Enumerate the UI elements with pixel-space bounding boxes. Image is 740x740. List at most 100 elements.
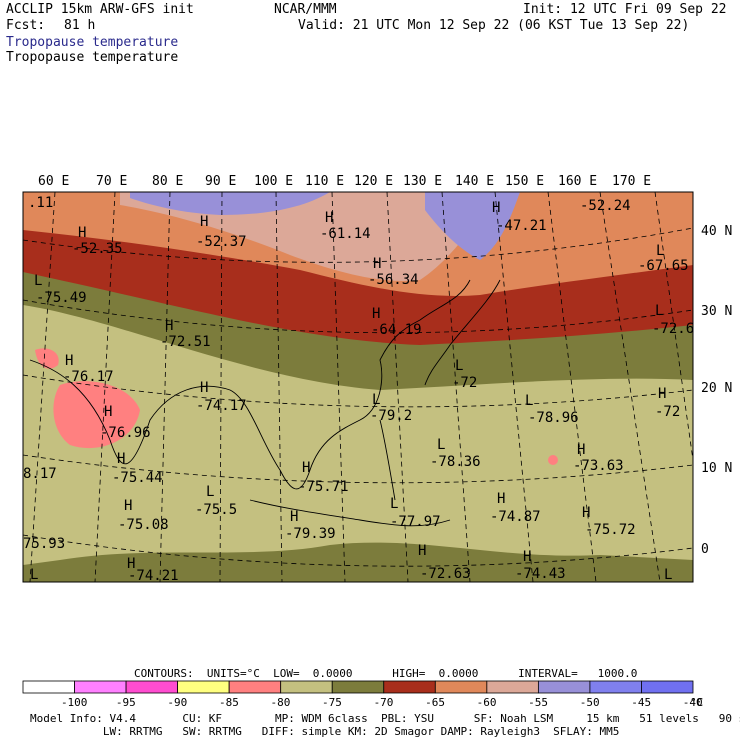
extrema-mark: H xyxy=(302,460,310,476)
extrema-value: -67.65 xyxy=(638,258,689,274)
extrema-value: -78.96 xyxy=(528,410,579,426)
model-info-line1: Model Info: V4.4 CU: KF MP: WDM 6class P… xyxy=(30,712,740,725)
lat-labels: 40 N 30 N 20 N 10 N 0 xyxy=(701,224,732,557)
colorbar-swatch xyxy=(125,680,179,694)
extrema-mark: L xyxy=(455,358,463,374)
extrema-value: -52.37 xyxy=(196,234,247,250)
lon-label: 160 E xyxy=(558,174,597,189)
colorbar-tick-label: -60 xyxy=(476,696,497,709)
graticule xyxy=(23,192,693,582)
colorbar-unit: °C xyxy=(690,696,704,709)
extrema-mark: H xyxy=(78,225,86,241)
colorbar-swatch xyxy=(228,680,282,694)
band-dark-red xyxy=(23,228,693,345)
colorbar-tick-label: -50 xyxy=(579,696,600,709)
colorbar-swatch xyxy=(589,680,642,694)
lon-label: 140 E xyxy=(455,174,494,189)
patch-light-red-dot xyxy=(548,455,558,465)
extrema-mark: H xyxy=(373,256,381,272)
extrema-mark: H xyxy=(65,353,73,369)
extrema-mark: H xyxy=(290,509,298,525)
extrema-mark-extra: H xyxy=(127,556,135,572)
colorbar-tick-label: -95 xyxy=(115,696,136,709)
extrema-value: -52.24 xyxy=(580,198,631,214)
extrema-mark: H xyxy=(325,210,333,226)
band-lavender-east xyxy=(425,192,520,260)
colorbar-swatch xyxy=(74,680,127,694)
extrema-mark: H xyxy=(418,543,426,559)
extrema-mark: H xyxy=(577,442,585,458)
extrema-value: 8.17 xyxy=(23,466,57,482)
colorbar-swatch xyxy=(641,680,694,694)
extrema-value: -75.5 xyxy=(195,502,237,518)
extrema-mark: H xyxy=(497,491,505,507)
extrema-value: -72 xyxy=(655,404,680,420)
colorbar-swatch xyxy=(486,680,539,694)
extrema-value: -75.72 xyxy=(585,522,636,538)
extrema-value: -72.51 xyxy=(160,334,211,350)
fcst-value: 81 h xyxy=(64,18,96,33)
model-info-line2: LW: RRTMG SW: RRTMG DIFF: simple KM: 2D … xyxy=(30,725,620,738)
contour-info: CONTOURS: UNITS=°C LOW= 0.0000 HIGH= 0.0… xyxy=(134,667,638,680)
lon-label: 110 E xyxy=(305,174,344,189)
extrema-mark-extra: L xyxy=(30,567,38,583)
colorbar-tick-label: -70 xyxy=(373,696,394,709)
extrema-mark: H xyxy=(200,214,208,230)
colorbar-tick-label: -75 xyxy=(322,696,342,709)
extrema-value: -76.96 xyxy=(100,425,151,441)
extrema-value: -52.35 xyxy=(72,241,123,257)
colorbar-swatch xyxy=(280,680,333,694)
colorbar-swatch xyxy=(434,680,488,694)
extrema-mark: H xyxy=(124,498,132,514)
colorbar xyxy=(22,680,694,694)
extrema-mark: L xyxy=(206,484,214,500)
extrema-mark: L xyxy=(656,243,664,259)
coastlines xyxy=(29,279,501,527)
extrema-value: -74.87 xyxy=(490,509,541,525)
lon-label: 150 E xyxy=(505,174,544,189)
center-title: NCAR/MMM xyxy=(274,2,337,17)
colorbar-swatch xyxy=(22,680,75,694)
extrema-mark: L xyxy=(437,437,445,453)
band-lavender xyxy=(130,192,330,215)
lat-label: 20 N xyxy=(701,381,732,396)
colorbar-tick-label: -55 xyxy=(528,696,549,709)
extrema-mark: L xyxy=(390,496,398,512)
lon-label: 80 E xyxy=(152,174,183,189)
lon-label: 120 E xyxy=(354,174,393,189)
extrema-value: -74.21 xyxy=(128,568,179,584)
lon-label: 100 E xyxy=(254,174,293,189)
valid-time: Valid: 21 UTC Mon 12 Sep 22 (06 KST Tue … xyxy=(298,18,690,33)
lon-labels: 60 E 70 E 80 E 90 E 100 E 110 E 120 E 13… xyxy=(38,174,651,189)
extrema-mark-extra: L xyxy=(664,567,672,583)
extrema-mark: H xyxy=(582,505,590,521)
extrema-mark: H xyxy=(104,404,112,420)
extrema-value: -72.63 xyxy=(420,566,471,582)
patch-light-red-small xyxy=(35,348,59,369)
extrema-value: .11 xyxy=(28,195,53,211)
extrema-mark: H xyxy=(117,451,125,467)
extrema-value: -72 xyxy=(452,375,477,391)
map-frame xyxy=(22,191,694,583)
colorbar-tick-label: -65 xyxy=(425,696,445,709)
extrema-value: -74.43 xyxy=(515,566,566,582)
colorbar-tick-label: -40 xyxy=(682,696,703,709)
extrema-mark: H xyxy=(492,200,500,216)
extrema-mark: L xyxy=(372,392,380,408)
extrema-labels: H -52.35 H -52.37 H -61.14 H -47.21 -52.… xyxy=(23,195,694,584)
fcst-label: Fcst: xyxy=(6,18,46,33)
field-title-contour: Tropopause temperature xyxy=(6,50,179,65)
extrema-value: -73.63 xyxy=(573,458,624,474)
extrema-mark: L xyxy=(655,303,663,319)
colorbar-swatch xyxy=(537,680,591,694)
extrema-value: -79.39 xyxy=(285,526,336,542)
model-title: ACCLIP 15km ARW-GFS init xyxy=(6,2,194,17)
colorbar-tick-label: -45 xyxy=(631,696,652,709)
extrema-mark: L xyxy=(34,273,42,289)
extrema-value: -56.34 xyxy=(368,272,419,288)
extrema-value: -47.21 xyxy=(496,218,547,234)
extrema-value: -76.17 xyxy=(63,369,114,385)
lon-label: 130 E xyxy=(403,174,442,189)
extrema-value: -75.71 xyxy=(298,479,349,495)
